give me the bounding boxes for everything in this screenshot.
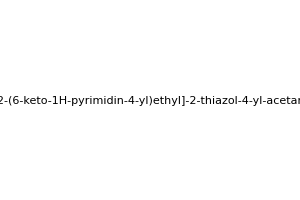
Text: N-[2-(6-keto-1H-pyrimidin-4-yl)ethyl]-2-thiazol-4-yl-acetamide: N-[2-(6-keto-1H-pyrimidin-4-yl)ethyl]-2-… xyxy=(0,96,300,106)
